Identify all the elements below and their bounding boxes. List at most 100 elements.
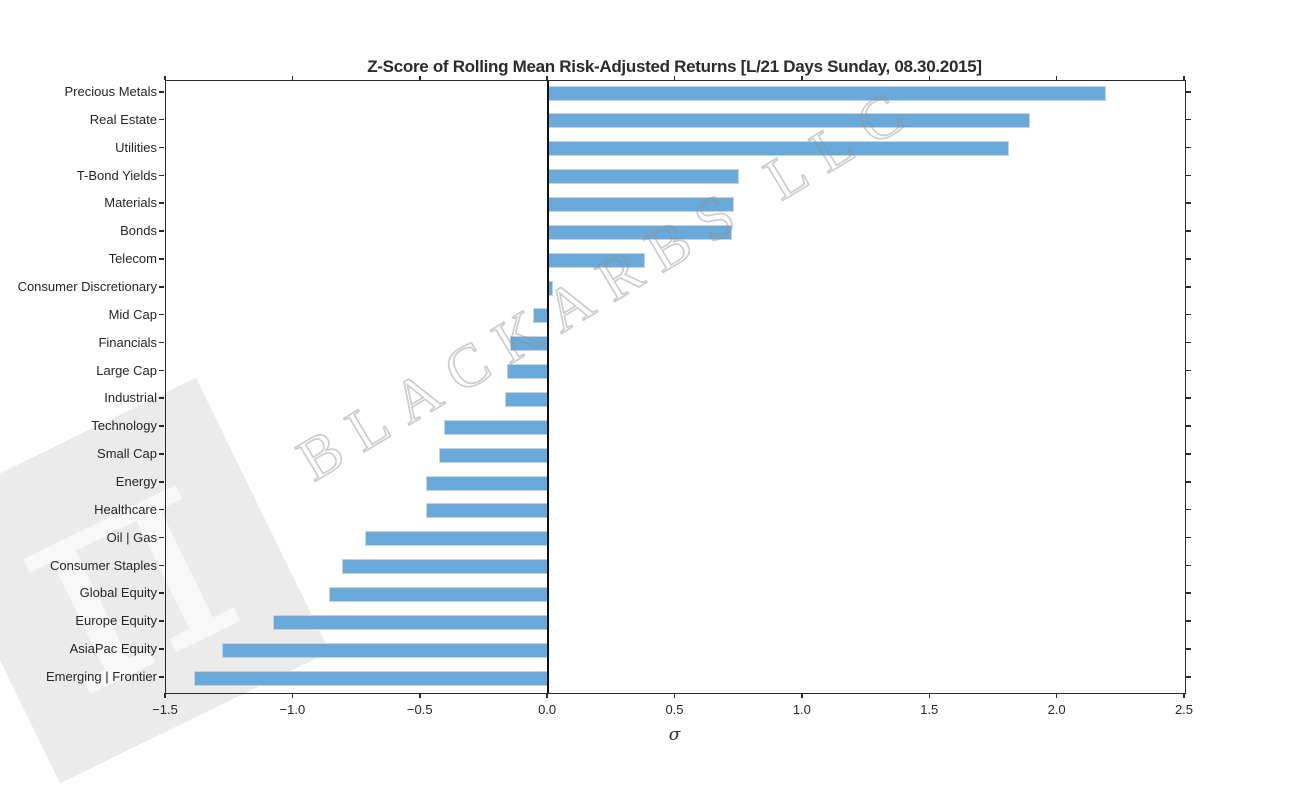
y-tick-right	[1186, 286, 1191, 288]
x-tick-label: 1.5	[920, 702, 939, 717]
y-tick-left	[159, 341, 164, 344]
x-tick-bottom	[1055, 693, 1058, 698]
category-label: AsiaPac Equity	[69, 641, 157, 657]
y-tick-right	[1186, 536, 1191, 539]
category-label: Energy	[115, 474, 157, 490]
y-tick-right	[1186, 648, 1191, 650]
y-tick-right	[1186, 91, 1191, 93]
bar-consumer-staples	[341, 559, 549, 575]
category-label: Healthcare	[94, 501, 157, 517]
category-label: Precious Metals	[64, 84, 157, 99]
x-tick-top	[801, 76, 803, 80]
category-label: Real Estate	[89, 111, 157, 127]
category-label: Large Cap	[96, 362, 157, 378]
y-tick-right	[1186, 592, 1191, 594]
category-label: T-Bond Yields	[76, 167, 157, 183]
x-tick-top	[164, 76, 166, 80]
y-tick-left	[159, 174, 164, 177]
bar-telecom	[548, 252, 645, 268]
y-tick-left	[159, 313, 164, 316]
x-tick-bottom	[673, 693, 676, 698]
category-label: Oil | Gas	[106, 529, 157, 545]
x-tick-bottom	[291, 693, 294, 698]
x-tick-bottom	[164, 693, 166, 698]
y-tick-left	[159, 369, 164, 372]
y-tick-left	[159, 146, 164, 149]
bar-europe-equity	[272, 614, 549, 630]
category-label: Europe Equity	[75, 613, 157, 629]
x-tick-label: 2.5	[1174, 702, 1194, 717]
x-tick-top	[419, 76, 421, 80]
bar-utilities	[548, 141, 1010, 157]
y-tick-right	[1186, 369, 1191, 372]
y-tick-left	[159, 676, 164, 678]
y-tick-right	[1186, 564, 1191, 567]
y-tick-left	[159, 397, 164, 399]
bar-materials	[548, 196, 735, 212]
y-tick-right	[1186, 508, 1191, 511]
x-tick-bottom	[801, 693, 803, 698]
x-tick-top	[546, 76, 548, 80]
x-tick-label: 0.0	[538, 702, 557, 717]
y-tick-left	[159, 202, 164, 204]
y-tick-right	[1186, 620, 1191, 622]
y-tick-left	[159, 508, 164, 511]
y-tick-left	[159, 286, 164, 288]
y-tick-left	[159, 620, 164, 622]
category-label: Consumer Discretionary	[17, 279, 157, 295]
y-tick-left	[159, 592, 164, 594]
category-label: Technology	[91, 418, 157, 434]
y-tick-left	[159, 425, 164, 427]
y-tick-left	[159, 536, 164, 539]
x-tick-top	[673, 76, 676, 80]
bar-precious-metals	[548, 85, 1107, 101]
category-label: Materials	[104, 195, 157, 211]
bar-energy	[425, 475, 549, 491]
plot-area	[165, 80, 1186, 694]
bar-mid-cap	[532, 308, 549, 324]
y-tick-right	[1186, 174, 1191, 177]
bar-t-bond-yields	[548, 169, 740, 185]
category-label: Telecom	[108, 251, 157, 267]
category-label: Bonds	[120, 223, 157, 239]
category-label: Mid Cap	[108, 306, 157, 322]
bar-small-cap	[438, 447, 549, 463]
x-tick-bottom	[546, 693, 548, 698]
bar-financials	[509, 336, 549, 352]
zero-axis-line	[547, 81, 550, 693]
bar-asiapac-equity	[222, 642, 549, 658]
y-tick-right	[1186, 202, 1191, 204]
y-tick-right	[1186, 453, 1191, 455]
y-tick-right	[1186, 146, 1191, 149]
x-tick-bottom	[1183, 693, 1185, 698]
y-tick-right	[1186, 258, 1191, 260]
y-tick-right	[1186, 230, 1191, 232]
y-tick-right	[1186, 425, 1191, 427]
category-label: Emerging | Frontier	[45, 669, 157, 685]
x-tick-top	[1183, 76, 1185, 80]
bar-global-equity	[329, 586, 549, 602]
category-label: Small Cap	[97, 446, 157, 462]
bar-bonds	[548, 224, 732, 240]
category-label: Global Equity	[79, 585, 157, 601]
y-tick-right	[1186, 313, 1191, 316]
x-tick-label: 2.0	[1047, 702, 1066, 717]
y-tick-right	[1186, 481, 1191, 483]
bar-technology	[443, 419, 549, 435]
y-tick-right	[1186, 341, 1191, 344]
bar-large-cap	[507, 364, 549, 380]
category-label: Utilities	[115, 139, 157, 155]
y-tick-left	[159, 118, 164, 121]
y-tick-left	[159, 564, 164, 567]
x-tick-label: 1.0	[792, 702, 811, 717]
x-axis-label: σ	[668, 725, 681, 745]
x-tick-bottom	[419, 693, 421, 698]
x-tick-label: 0.5	[665, 702, 684, 717]
y-tick-right	[1186, 118, 1191, 121]
category-label: Financials	[98, 334, 157, 350]
y-tick-left	[159, 481, 164, 483]
y-tick-left	[159, 258, 164, 260]
x-tick-label: −1.0	[279, 702, 306, 717]
y-tick-left	[159, 230, 164, 232]
